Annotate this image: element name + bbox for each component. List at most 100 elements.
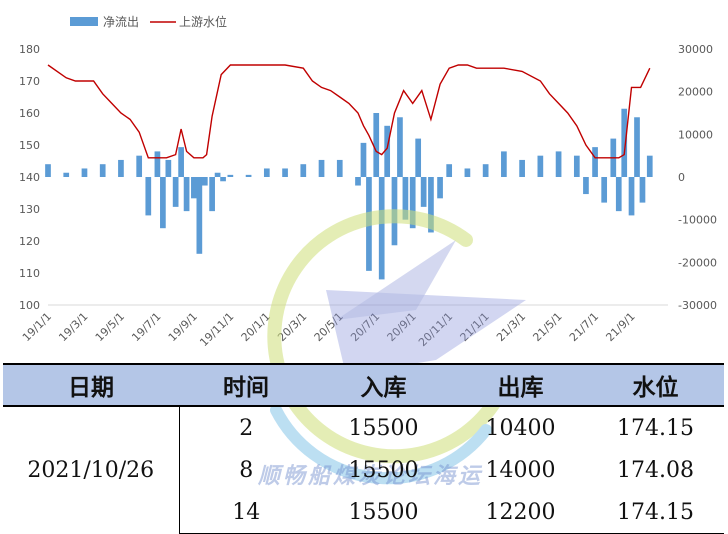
x-tick-label: 19/9/1 (166, 310, 200, 344)
y-left-tick-label: 110 (19, 267, 40, 280)
y-left-tick-label: 100 (19, 299, 40, 312)
net-outflow-bar (601, 177, 608, 203)
net-outflow-bar (191, 177, 197, 199)
net-outflow-bar (209, 177, 215, 212)
net-outflow-bar (482, 164, 489, 177)
net-outflow-bar (464, 168, 471, 177)
table-row: 14 15500 12200 174.15 (3, 491, 724, 534)
x-tick-label: 20/9/1 (385, 310, 419, 344)
net-outflow-bar (201, 177, 208, 186)
header-outflow: 出库 (454, 363, 587, 407)
x-tick-label: 19/5/1 (93, 310, 127, 344)
table-row: 2021/10/26 2 15500 10400 174.15 (3, 406, 724, 534)
inflow-cell: 15500 (313, 491, 454, 534)
net-outflow-bar (639, 177, 646, 203)
net-outflow-bar (360, 142, 367, 177)
net-outflow-bar (446, 164, 453, 177)
net-outflow-bar (402, 177, 409, 220)
y-left-tick-label: 160 (19, 107, 40, 120)
y-left-tick-label: 140 (19, 171, 40, 184)
net-outflow-bar (428, 177, 434, 233)
net-outflow-bar (373, 113, 380, 177)
net-outflow-bar (573, 155, 580, 177)
net-outflow-bar (196, 177, 203, 254)
net-outflow-bar (245, 174, 252, 177)
time-cell: 8 (239, 457, 254, 483)
net-outflow-bar (634, 117, 640, 177)
net-outflow-bar (537, 155, 544, 177)
net-outflow-bar (63, 172, 70, 177)
table-row: 8 15500 14000 174.08 (3, 449, 724, 491)
time-cell: 14 (179, 491, 313, 534)
x-tick-label: 19/11/1 (197, 310, 236, 349)
net-outflow-bar (384, 125, 391, 177)
net-outflow-bar (397, 117, 403, 177)
net-outflow-bar (300, 164, 307, 177)
legend-label-net-outflow: 净流出 (103, 15, 139, 29)
header-date: 日期 (3, 363, 179, 407)
table-header-row: 日期 时间 入库 出库 水位 (3, 363, 724, 407)
level-cell: 174.08 (617, 457, 694, 483)
outflow-cell: 12200 (454, 491, 587, 534)
x-tick-label: 20/3/1 (275, 310, 309, 344)
x-tick-label: 21/9/1 (603, 310, 637, 344)
x-tick-label: 21/3/1 (494, 310, 528, 344)
net-outflow-bar (214, 172, 221, 177)
y-right-tick-label: 30000 (678, 43, 713, 56)
net-outflow-bar (183, 177, 190, 212)
y-left-tick-label: 150 (19, 139, 40, 152)
net-outflow-bar (318, 159, 325, 177)
net-outflow-bar (592, 147, 598, 177)
net-outflow-bar (519, 159, 525, 177)
x-tick-label: 21/7/1 (567, 310, 601, 344)
y-right-tick-label: -20000 (678, 256, 717, 269)
net-outflow-bar (99, 164, 106, 177)
level-cell: 174.15 (617, 415, 694, 441)
x-tick-label: 20/1/1 (239, 310, 273, 344)
y-right-tick-label: -10000 (678, 214, 717, 227)
header-level: 水位 (587, 363, 724, 407)
level-cell: 174.15 (587, 491, 724, 534)
chart-area: 100 110 120 130 140 150 160 170 180 -30000 -20000 -… (19, 14, 717, 349)
net-outflow-bar (336, 159, 343, 177)
net-outflow-bar (118, 159, 124, 177)
net-outflow-bar (227, 174, 234, 177)
net-outflow-bar (45, 164, 51, 177)
y-right-tick-label: 0 (678, 171, 685, 184)
net-outflow-bar (628, 177, 635, 216)
net-outflow-bar (282, 168, 288, 177)
x-tick-label: 20/5/1 (312, 310, 346, 344)
net-outflow-bar (160, 177, 166, 229)
y-left-tick-label: 180 (19, 43, 40, 56)
net-outflow-bar (366, 177, 372, 271)
net-outflow-bar (145, 177, 152, 216)
net-outflow-bar (501, 151, 507, 177)
y-right-tick-label: -30000 (678, 299, 717, 312)
net-outflow-bar (420, 177, 427, 207)
x-tick-label: 20/7/1 (348, 310, 382, 344)
x-tick-label: 19/1/1 (20, 310, 54, 344)
net-outflow-bar (172, 177, 179, 207)
net-outflow-bar (615, 177, 622, 212)
x-tick-label: 21/5/1 (530, 310, 564, 344)
y-right-tick-label: 20000 (678, 86, 713, 99)
legend-label-water-level: 上游水位 (179, 14, 227, 29)
net-outflow-bar (178, 147, 184, 177)
net-outflow-bar (409, 177, 416, 229)
combo-chart: 100 110 120 130 140 150 160 170 180 -30000 -20000 -… (19, 14, 717, 349)
x-tick-label: 20/11/1 (416, 310, 455, 349)
net-outflow-bar (220, 177, 226, 182)
date-cell: 2021/10/26 (3, 406, 180, 534)
net-outflow-bar (583, 177, 589, 195)
net-outflow-bar (154, 151, 161, 177)
net-outflow-bar (136, 155, 143, 177)
header-time: 时间 (179, 363, 313, 407)
y-left-tick-label: 130 (19, 203, 40, 216)
net-outflow-bar (355, 177, 361, 186)
net-outflow-bar (165, 159, 172, 177)
legend-bar-swatch (70, 17, 98, 26)
y-left-tick-label: 170 (19, 75, 40, 88)
net-outflow-bar (378, 177, 385, 280)
net-outflow-bar (555, 151, 562, 177)
inflow-cell: 15500 (348, 415, 419, 441)
